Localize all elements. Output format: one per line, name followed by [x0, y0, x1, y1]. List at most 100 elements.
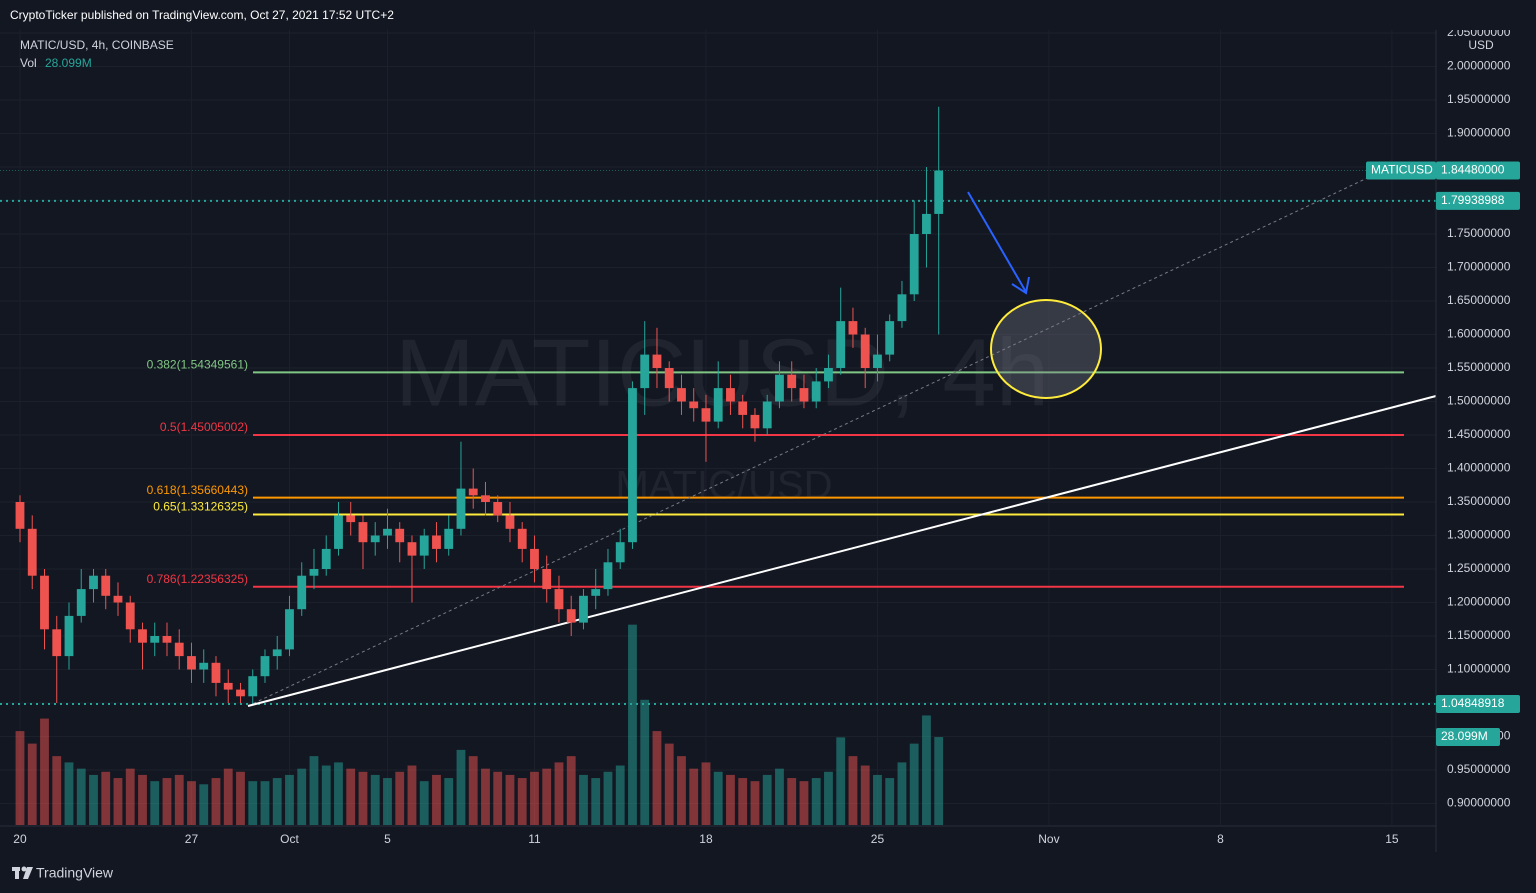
volume-bar	[89, 774, 98, 825]
volume-bar	[285, 774, 294, 825]
candle-body	[873, 354, 882, 369]
volume-bar	[628, 624, 637, 825]
x-tick-label: 20	[13, 832, 27, 846]
volume-bar	[934, 737, 944, 825]
volume-bar	[566, 756, 576, 825]
candle-body	[701, 408, 711, 422]
x-tick-label: Oct	[280, 832, 299, 846]
candle-body	[811, 381, 821, 402]
candle-body	[664, 368, 674, 389]
volume-tag-bg	[1436, 728, 1500, 747]
y-tick-label: 1.55000000	[1447, 360, 1511, 374]
candle-body	[162, 636, 172, 643]
candle-body	[579, 595, 588, 623]
candle-body	[677, 388, 686, 402]
volume-bar	[897, 762, 907, 825]
y-tick-label: 1.50000000	[1447, 394, 1511, 408]
publisher: CryptoTicker published on TradingView.co…	[10, 8, 394, 22]
candle-body	[530, 548, 539, 570]
x-tick-label: 11	[528, 832, 541, 846]
volume-bar	[334, 762, 343, 825]
volume-bar	[468, 756, 478, 825]
volume-title: Vol	[20, 56, 37, 70]
candle-body	[860, 334, 870, 369]
y-tick-label: 0.95000000	[1447, 762, 1511, 776]
candle-body	[848, 321, 858, 335]
candle-body	[836, 321, 846, 369]
logo-mark	[23, 867, 33, 879]
volume-bar	[481, 768, 490, 825]
y-tick-label: 2.00000000	[1447, 59, 1511, 73]
watermark-sub: MATIC/USD	[615, 464, 832, 508]
candle-body	[615, 542, 625, 563]
candle-body	[236, 689, 245, 697]
volume-bar	[738, 778, 748, 825]
candle-body	[40, 575, 49, 630]
volume-bar	[260, 781, 270, 825]
candle-body	[125, 602, 135, 630]
candle-body	[260, 656, 270, 677]
volume-bar	[407, 765, 417, 825]
fib-label: 0.618(1.35660443)	[147, 483, 248, 497]
volume-bar	[542, 768, 552, 825]
volume-bar	[677, 756, 686, 825]
price-line-label-bg	[1436, 695, 1520, 714]
candle-body	[689, 401, 699, 409]
candle-body	[922, 213, 931, 235]
volume-bar	[162, 778, 172, 825]
candle-body	[285, 609, 294, 650]
y-tick-label: 1.95000000	[1447, 92, 1511, 106]
y-tick-label: 1.90000000	[1447, 126, 1511, 140]
candle-body	[334, 515, 343, 549]
candle-body	[223, 682, 233, 690]
candle-body	[52, 629, 62, 657]
candle-body	[542, 569, 552, 590]
volume-bar	[199, 784, 209, 825]
volume-bar	[640, 699, 650, 825]
candle-body	[566, 609, 576, 623]
volume-bar	[125, 768, 135, 825]
volume-bar	[615, 765, 625, 825]
volume-bar	[15, 731, 25, 825]
volume-bar	[395, 771, 405, 825]
volume-bar	[346, 768, 356, 825]
candle-body	[248, 676, 258, 697]
volume-bar	[211, 778, 221, 825]
last-price-symbol-bg	[1366, 161, 1436, 180]
volume-bar	[456, 749, 466, 825]
candle-body	[76, 589, 86, 616]
candle-body	[15, 502, 25, 529]
volume-bar	[591, 778, 601, 825]
volume-bar	[811, 778, 821, 825]
fib-label: 0.382(1.54349561)	[147, 358, 248, 372]
volume-layer	[15, 624, 944, 825]
volume-bar	[701, 762, 711, 825]
y-tick-label: 0.90000000	[1447, 796, 1511, 810]
y-tick-label: 1.25000000	[1447, 561, 1511, 575]
x-tick-label: 5	[384, 832, 391, 846]
y-tick-label: 1.45000000	[1447, 427, 1511, 441]
volume-bar	[236, 771, 245, 825]
y-tick-label: 1.40000000	[1447, 461, 1511, 475]
price-line-label: 1.79938988	[1441, 193, 1505, 207]
candle-body	[738, 401, 748, 415]
last-price-label-bg	[1436, 161, 1520, 180]
y-tick-label: 1.35000000	[1447, 494, 1511, 508]
candle-body	[444, 528, 454, 549]
candle-body	[909, 234, 919, 295]
volume-bar	[505, 774, 515, 825]
trendline	[247, 395, 1437, 707]
volume-bar	[493, 771, 503, 825]
volume-bar	[76, 768, 86, 825]
volume-tag: 28.099M	[1441, 729, 1488, 743]
candle-body	[640, 354, 650, 389]
volume-bar	[689, 768, 699, 825]
candle-body	[750, 414, 760, 429]
volume-bar	[554, 762, 564, 825]
volume-bar	[762, 774, 772, 825]
candle-body	[272, 649, 282, 657]
volume-bar	[860, 765, 870, 825]
